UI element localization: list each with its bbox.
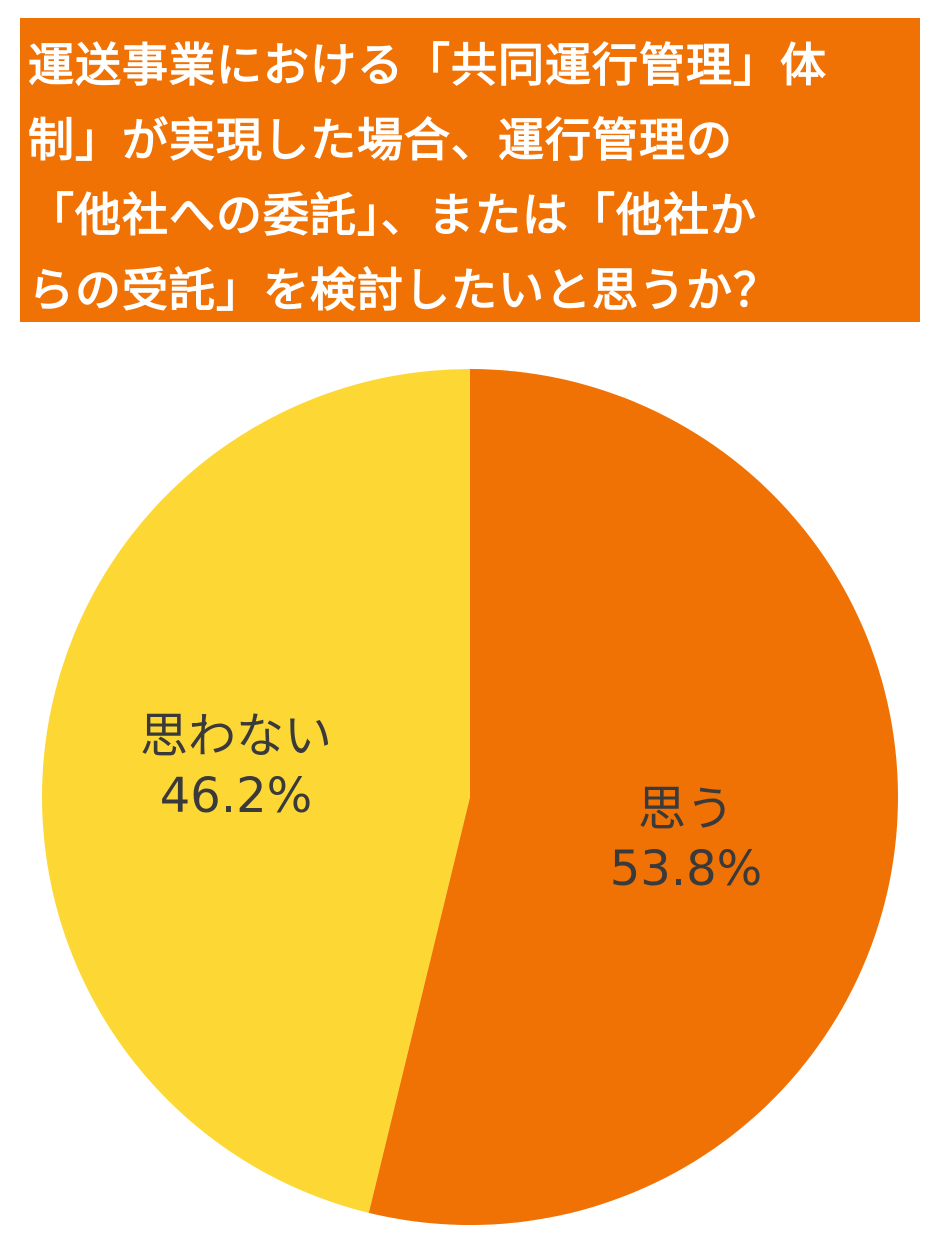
slice-value-omou: 53.8% <box>610 841 762 897</box>
pie-slice-omowanai <box>41 369 471 1213</box>
chart-title-line-4: らの受託」を検討したいと思うか？ <box>28 263 780 317</box>
slice-label-omou: 思う <box>638 781 734 837</box>
pie-slice-omou <box>368 369 898 1225</box>
slice-label-omowanai: 思わない <box>140 708 332 764</box>
chart-title-box: 運送事業における「共同運行管理」体 制」が実現した場合、運行管理の 「他社への委… <box>20 18 920 322</box>
chart-title-line-3: 「他社への委託」、または「他社か <box>28 188 757 242</box>
chart-title-line-2: 制」が実現した場合、運行管理の <box>28 113 733 167</box>
chart-title-line-1: 運送事業における「共同運行管理」体 <box>28 38 827 92</box>
slice-value-omowanai: 46.2% <box>160 768 312 824</box>
